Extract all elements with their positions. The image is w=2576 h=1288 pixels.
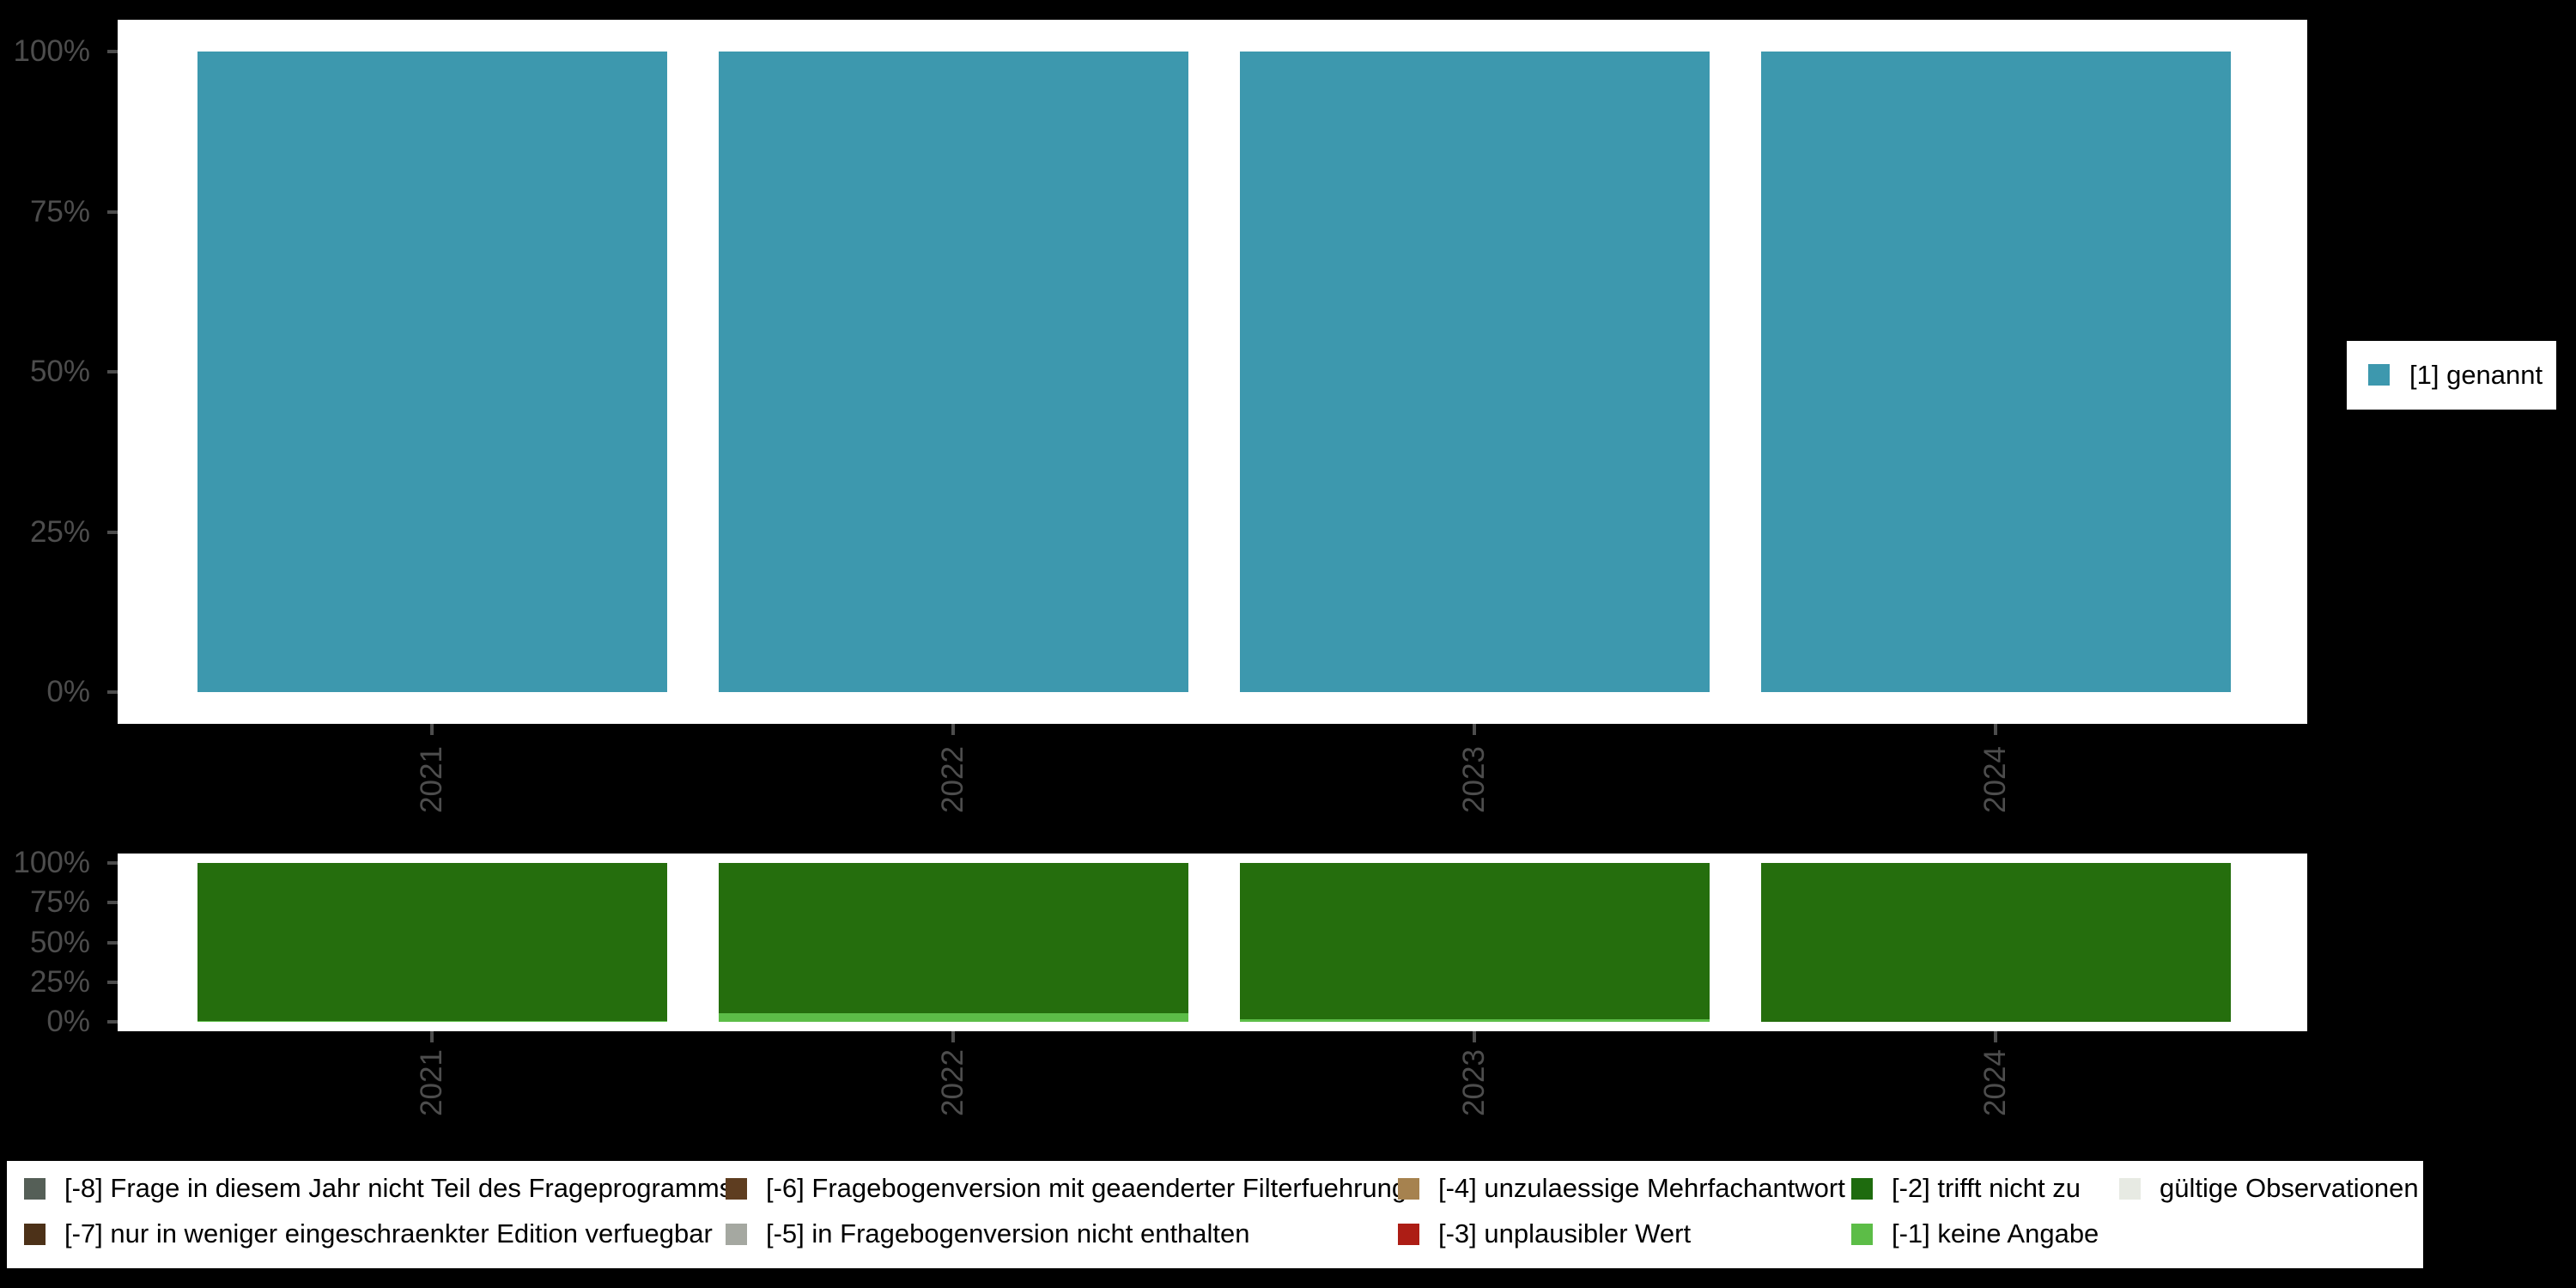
y-axis-tick-label: 25% <box>29 964 90 999</box>
bar-segment <box>197 52 667 692</box>
x-axis-label-text: 2024 <box>1978 1049 2012 1116</box>
bar-segment <box>718 1013 1188 1022</box>
x-axis-tick <box>951 1031 955 1042</box>
y-axis-tick <box>107 1020 118 1024</box>
legend-label: [-4] unzulaessige Mehrfachantwort <box>1438 1173 1845 1203</box>
bar-segment <box>1239 1018 1710 1022</box>
x-axis-label-text: 2021 <box>415 1049 448 1116</box>
y-axis-tick <box>107 980 118 984</box>
x-axis-tick <box>951 724 955 735</box>
x-axis-tick <box>430 1031 434 1042</box>
legend-label: [-2] trifft nicht zu <box>1892 1173 2081 1203</box>
missing-values-legend: [-8] Frage in diesem Jahr nicht Teil des… <box>7 1161 2423 1268</box>
x-axis-label-text: 2022 <box>936 1049 969 1116</box>
y-axis-tick-label: 50% <box>29 925 90 959</box>
legend-label: gültige Observationen <box>2160 1173 2419 1203</box>
bar-segment <box>718 863 1188 1013</box>
y-axis-tick <box>107 901 118 905</box>
genannt-legend-swatch <box>2368 364 2390 386</box>
x-axis-label-text: 2022 <box>936 746 969 813</box>
y-axis-tick <box>107 530 118 534</box>
y-axis-tick-label: 50% <box>29 355 90 388</box>
bar-segment <box>1239 863 1710 1019</box>
y-axis-tick-label: 100% <box>13 846 90 879</box>
y-axis-tick <box>107 940 118 945</box>
bar-segment <box>1760 52 2231 692</box>
y-axis-tick <box>107 50 118 53</box>
legend-label: [-8] Frage in diesem Jahr nicht Teil des… <box>64 1173 733 1203</box>
x-axis-tick <box>1994 724 1997 735</box>
legend-swatch <box>726 1224 747 1245</box>
bar-segment <box>197 863 667 1021</box>
bar-segment <box>1239 52 1710 692</box>
y-axis-tick-label: 0% <box>46 1005 90 1038</box>
legend-label: [-7] nur in weniger eingeschraenkter Edi… <box>64 1218 713 1249</box>
y-axis-tick-label: 75% <box>29 194 90 228</box>
legend-label: [-1] keine Angabe <box>1892 1218 2099 1249</box>
y-axis-tick <box>107 370 118 374</box>
legend-label: [-6] Fragebogenversion mit geaenderter F… <box>766 1173 1407 1203</box>
legend-swatch <box>2119 1178 2141 1200</box>
y-axis-tick-label: 75% <box>29 885 90 920</box>
x-axis-label-text: 2023 <box>1457 1049 1491 1116</box>
y-axis-tick-label: 100% <box>13 34 90 68</box>
y-axis-tick <box>107 210 118 214</box>
x-axis-tick <box>1994 1031 1997 1042</box>
legend-label: [-5] in Fragebogenversion nicht enthalte… <box>766 1218 1250 1249</box>
top-chart-legend: [1] genannt <box>2347 341 2556 410</box>
legend-label: [-3] unplausibler Wert <box>1438 1218 1692 1249</box>
legend-swatch <box>24 1178 46 1200</box>
top-chart-panel <box>118 20 2307 724</box>
genannt-legend-label: [1] genannt <box>2409 360 2543 390</box>
y-axis-tick <box>107 861 118 865</box>
legend-swatch <box>1851 1224 1873 1245</box>
bottom-chart-panel <box>118 854 2307 1031</box>
bar-segment <box>197 1020 667 1022</box>
x-axis-label-text: 2021 <box>415 746 448 813</box>
legend-swatch <box>1398 1178 1419 1200</box>
y-axis-tick-label: 0% <box>46 675 90 708</box>
bar-segment <box>1760 863 2231 1022</box>
y-axis-tick <box>107 690 118 694</box>
x-axis-tick <box>1473 1031 1476 1042</box>
bar-segment <box>718 52 1188 692</box>
legend-swatch <box>1851 1178 1873 1200</box>
y-axis-tick-label: 25% <box>29 514 90 549</box>
legend-swatch <box>24 1224 46 1245</box>
x-axis-tick <box>1473 724 1476 735</box>
x-axis-label-text: 2023 <box>1457 746 1491 813</box>
x-axis-label-text: 2024 <box>1978 746 2012 813</box>
x-axis-tick <box>430 724 434 735</box>
legend-swatch <box>726 1178 747 1200</box>
legend-swatch <box>1398 1224 1419 1245</box>
